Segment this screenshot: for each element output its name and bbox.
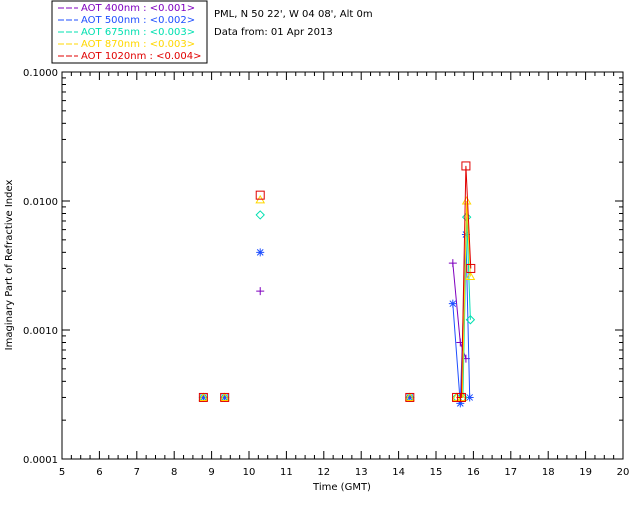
y-tick-label: 0.1000 bbox=[23, 68, 58, 79]
data-point bbox=[461, 161, 471, 171]
site-info: PML, N 50 22', W 04 08', Alt 0m bbox=[214, 9, 373, 20]
x-tick-label: 20 bbox=[617, 467, 630, 478]
data-point bbox=[405, 393, 414, 402]
series bbox=[198, 194, 476, 401]
data-point bbox=[404, 392, 415, 401]
data-point bbox=[198, 392, 209, 401]
legend-entry: AOT 1020nm : <0.004> bbox=[81, 51, 201, 62]
data-point bbox=[465, 315, 476, 325]
x-tick-label: 12 bbox=[317, 467, 330, 478]
y-tick-label: 0.0100 bbox=[23, 197, 58, 208]
x-tick-label: 9 bbox=[208, 467, 214, 478]
x-tick-label: 6 bbox=[96, 467, 102, 478]
data-point bbox=[451, 392, 462, 401]
data-point bbox=[219, 392, 230, 401]
legend-entry: AOT 400nm : <0.001> bbox=[81, 3, 195, 14]
x-tick-label: 17 bbox=[504, 467, 517, 478]
data-point bbox=[255, 210, 265, 220]
y-tick-label: 0.0010 bbox=[23, 326, 58, 337]
legend-entry: AOT 870nm : <0.003> bbox=[81, 39, 195, 50]
data-point bbox=[199, 393, 208, 402]
x-tick-label: 10 bbox=[243, 467, 256, 478]
x-tick-label: 19 bbox=[579, 467, 592, 478]
series bbox=[198, 210, 476, 403]
data-point bbox=[220, 393, 229, 402]
x-tick-label: 8 bbox=[171, 467, 177, 478]
series bbox=[198, 161, 476, 402]
plot-frame bbox=[61, 71, 624, 460]
data-point bbox=[466, 263, 476, 273]
x-tick-label: 15 bbox=[430, 467, 443, 478]
data-point bbox=[256, 287, 265, 296]
y-axis-label: Imaginary Part of Refractive Index bbox=[4, 180, 15, 351]
data-point bbox=[452, 392, 462, 402]
data-point bbox=[255, 190, 265, 200]
series bbox=[199, 259, 470, 402]
axes: 5 6 7 8 9 10 11 12 13 14 15 16 17 18 19 20 0.0001 0.0010 0… bbox=[23, 68, 629, 478]
x-tick-label: 7 bbox=[134, 467, 140, 478]
x-tick-label: 14 bbox=[392, 467, 405, 478]
series-line bbox=[456, 165, 472, 398]
data-point bbox=[256, 248, 265, 257]
series-layer bbox=[198, 161, 476, 408]
y-tick-label: 0.0001 bbox=[23, 455, 58, 466]
x-tick-label: 5 bbox=[59, 467, 65, 478]
legend-entry: AOT 675nm : <0.003> bbox=[81, 27, 195, 38]
x-tick-label: 18 bbox=[542, 467, 555, 478]
data-point bbox=[465, 271, 476, 280]
data-point bbox=[405, 392, 415, 402]
data-point bbox=[461, 195, 472, 205]
data-point bbox=[448, 259, 457, 268]
data-point bbox=[456, 399, 465, 408]
legend-entry: AOT 500nm : <0.002> bbox=[81, 15, 195, 26]
data-point bbox=[198, 392, 208, 402]
data-point bbox=[220, 392, 230, 402]
x-axis-label: Time (GMT) bbox=[312, 482, 371, 493]
data-point bbox=[465, 393, 474, 402]
data-point bbox=[456, 392, 466, 402]
x-tick-label: 13 bbox=[355, 467, 368, 478]
series bbox=[199, 230, 474, 408]
x-tick-label: 11 bbox=[280, 467, 293, 478]
legend: AOT 400nm : <0.001>AOT 500nm : <0.002>AO… bbox=[51, 0, 208, 64]
date-info: Data from: 01 Apr 2013 bbox=[214, 27, 333, 38]
x-tick-label: 16 bbox=[467, 467, 480, 478]
data-point bbox=[448, 299, 457, 308]
